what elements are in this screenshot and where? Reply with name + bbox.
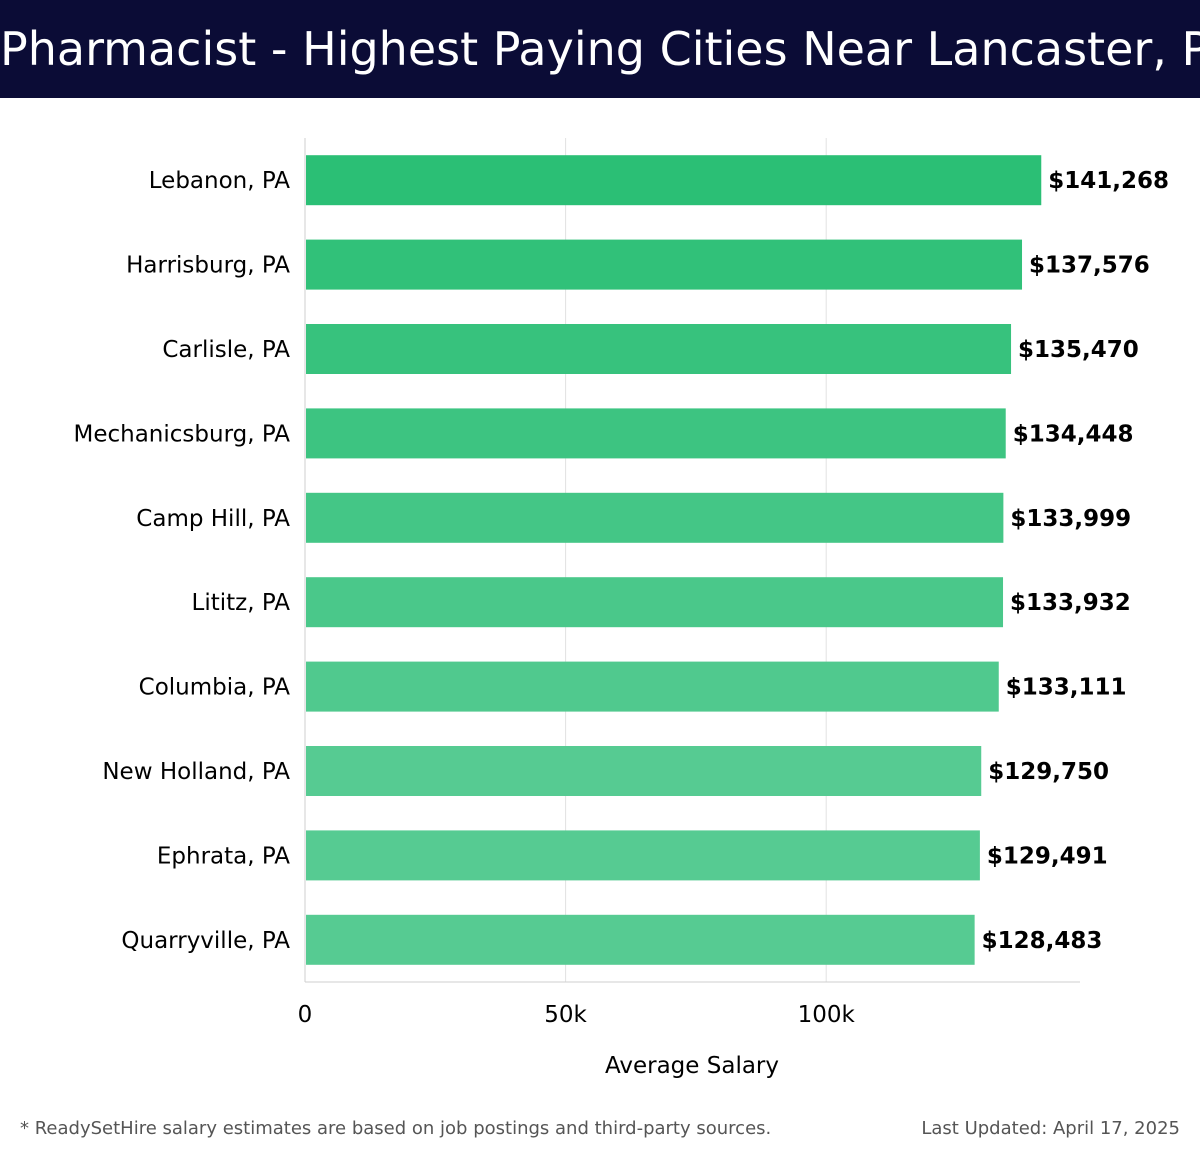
x-tick-label: 100k	[798, 1002, 856, 1028]
axes	[304, 138, 1080, 983]
value-label: $129,491	[987, 843, 1108, 869]
value-label: $133,999	[1010, 506, 1131, 532]
category-label: Camp Hill, PA	[136, 506, 290, 532]
chart-title: Pharmacist - Highest Paying Cities Near …	[0, 22, 1200, 76]
value-label: $141,268	[1048, 168, 1169, 194]
value-label: $134,448	[1013, 421, 1134, 447]
category-label: Lititz, PA	[192, 590, 291, 616]
bar	[306, 914, 975, 965]
category-label: Quarryville, PA	[121, 928, 290, 954]
category-label: Harrisburg, PA	[126, 253, 290, 279]
bar	[306, 239, 1023, 290]
bar	[306, 661, 999, 712]
bar	[306, 577, 1004, 628]
bar	[306, 408, 1006, 459]
category-label: Mechanicsburg, PA	[74, 421, 291, 447]
value-label: $137,576	[1029, 253, 1150, 279]
bar	[306, 492, 1004, 543]
bar-chart: 0 50k 100k Lebanon, PA $141,268 Harrisburg, P…	[74, 138, 1170, 1079]
labels: 0 50k 100k Lebanon, PA $141,268 Harrisburg, P…	[74, 168, 1170, 1028]
footnote: * ReadySetHire salary estimates are base…	[20, 1118, 772, 1139]
value-label: $135,470	[1018, 337, 1139, 363]
category-label: Ephrata, PA	[157, 843, 290, 869]
bar	[306, 324, 1012, 374]
x-tick-label: 0	[298, 1002, 313, 1028]
value-label: $128,483	[982, 928, 1103, 954]
value-label: $129,750	[988, 759, 1109, 785]
title-bar: Pharmacist - Highest Paying Cities Near …	[0, 0, 1200, 98]
bars	[306, 155, 1042, 965]
bar	[306, 830, 980, 881]
value-label: $133,111	[1006, 675, 1127, 701]
category-label: Lebanon, PA	[149, 168, 291, 194]
category-label: Columbia, PA	[139, 675, 291, 701]
category-label: Carlisle, PA	[162, 337, 290, 363]
value-label: $133,932	[1010, 590, 1131, 616]
bar	[306, 746, 982, 796]
last-updated: Last Updated: April 17, 2025	[921, 1118, 1180, 1139]
x-tick-label: 50k	[544, 1002, 587, 1028]
bar	[306, 155, 1042, 206]
x-axis-label: Average Salary	[605, 1053, 779, 1079]
category-label: New Holland, PA	[102, 759, 290, 785]
